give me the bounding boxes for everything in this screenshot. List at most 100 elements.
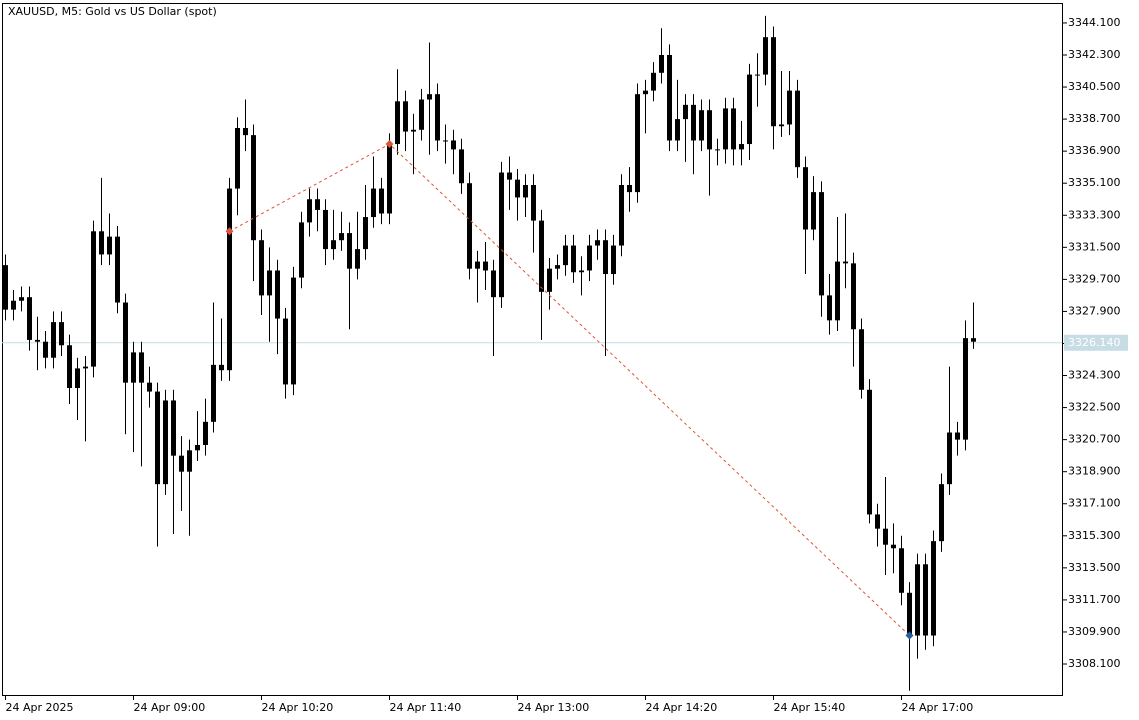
y-tick-label: 3335.100: [1068, 176, 1121, 189]
candle-body: [651, 72, 656, 91]
x-tick-label: 24 Apr 17:00: [902, 701, 974, 714]
trade-marker: [905, 631, 914, 640]
candle-body: [267, 270, 272, 296]
y-tick-label: 3340.500: [1068, 80, 1121, 93]
candle-body: [811, 192, 816, 230]
candle-body: [675, 119, 680, 141]
candle-body: [35, 339, 40, 342]
candle-body: [59, 322, 64, 346]
x-tick-label: 24 Apr 11:40: [390, 701, 462, 714]
candle-body: [27, 297, 32, 340]
candle-body: [587, 245, 592, 271]
candle-body: [123, 302, 128, 383]
y-tick-label: 3336.900: [1068, 144, 1121, 157]
trade-marker: [225, 227, 234, 236]
candle-body: [443, 140, 448, 142]
candle-body: [323, 209, 328, 250]
candle-body: [339, 233, 344, 241]
candle-body: [363, 217, 368, 250]
candle-body: [523, 184, 528, 198]
chart-title: XAUUSD, M5: Gold vs US Dollar (spot): [8, 5, 217, 18]
y-tick-label: 3320.700: [1068, 433, 1121, 446]
y-tick-label: 3324.300: [1068, 369, 1121, 382]
candle-body: [155, 391, 160, 485]
candle-body: [579, 270, 584, 273]
candle-body: [699, 110, 704, 141]
candle-body: [827, 295, 832, 321]
candle-body: [659, 54, 664, 73]
candle-body: [395, 101, 400, 145]
candle-body: [43, 341, 48, 358]
candle-body: [683, 104, 688, 120]
candle-body: [291, 277, 296, 385]
candle-body: [347, 233, 352, 269]
candle-body: [251, 135, 256, 241]
candle-body: [851, 263, 856, 330]
candle-body: [547, 268, 552, 292]
candle-body: [299, 222, 304, 278]
candle-body: [19, 297, 24, 301]
candle-body: [403, 101, 408, 132]
y-tick-label: 3327.900: [1068, 304, 1121, 317]
candle-body: [219, 364, 224, 371]
candle-body: [915, 564, 920, 636]
x-tick-label: 24 Apr 13:00: [518, 701, 590, 714]
candle-body: [203, 421, 208, 445]
candle-body: [619, 184, 624, 246]
candle-body: [427, 94, 432, 100]
candle-body: [379, 188, 384, 214]
y-tick-label: 3344.100: [1068, 16, 1121, 29]
candle-body: [891, 544, 896, 549]
candle-body: [115, 236, 120, 303]
candle-body: [787, 90, 792, 125]
candle-body: [91, 231, 96, 367]
candle-body: [499, 172, 504, 298]
candle-body: [875, 514, 880, 529]
candle-body: [387, 144, 392, 214]
y-tick-label: 3342.300: [1068, 48, 1121, 61]
candle-body: [355, 249, 360, 269]
candle-body: [643, 90, 648, 95]
last-price-box: [1064, 334, 1128, 351]
candle-body: [3, 265, 8, 310]
candle-body: [467, 183, 472, 269]
y-tick-label: 3315.300: [1068, 529, 1121, 542]
candle-body: [899, 548, 904, 593]
candle-body: [731, 108, 736, 150]
candle-body: [803, 167, 808, 230]
candle-body: [211, 364, 216, 422]
candle-body: [411, 129, 416, 132]
candle-body: [963, 338, 968, 440]
candle-body: [235, 128, 240, 189]
candle-body: [419, 99, 424, 130]
candle-body: [923, 564, 928, 636]
candle-body: [371, 188, 376, 218]
candle-body: [435, 94, 440, 141]
x-tick-label: 24 Apr 09:00: [134, 701, 206, 714]
candle-body: [603, 240, 608, 275]
candle-body: [459, 149, 464, 184]
candle-body: [971, 338, 976, 342]
candle-body: [179, 455, 184, 472]
candle-body: [531, 184, 536, 221]
y-tick-label: 3331.500: [1068, 240, 1121, 253]
candle-body: [107, 236, 112, 255]
candle-body: [635, 94, 640, 193]
trade-marker: [385, 140, 394, 149]
candle-body: [131, 352, 136, 383]
candle-body: [723, 108, 728, 150]
candle-body: [475, 261, 480, 269]
candle-body: [11, 300, 16, 310]
candle-body: [563, 245, 568, 266]
candle-body: [451, 140, 456, 150]
x-tick-label: 24 Apr 10:20: [262, 701, 334, 714]
y-tick-label: 3311.700: [1068, 593, 1121, 606]
plot-frame: [2, 3, 1063, 696]
x-tick-label: 24 Apr 14:20: [646, 701, 718, 714]
y-tick-label: 3313.500: [1068, 561, 1121, 574]
y-tick-label: 3317.100: [1068, 497, 1121, 510]
candle-body: [139, 352, 144, 383]
candle-body: [691, 104, 696, 141]
candle-body: [83, 366, 88, 369]
